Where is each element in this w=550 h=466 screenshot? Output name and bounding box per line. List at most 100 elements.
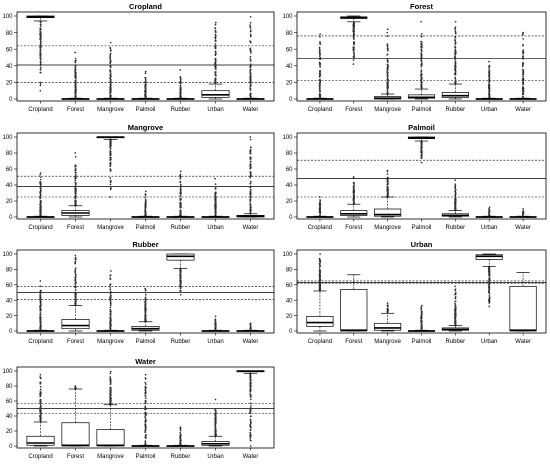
outlier-point: [109, 290, 112, 293]
outlier-point: [74, 191, 77, 194]
outlier-point: [39, 400, 42, 403]
outlier-point: [39, 376, 42, 379]
outlier-point: [249, 193, 252, 196]
outlier-point: [74, 69, 76, 72]
outlier-point: [40, 303, 42, 306]
y-tick-label: 20: [286, 199, 293, 205]
outlier-point: [522, 32, 524, 35]
outlier-point: [144, 387, 147, 390]
outlier-point: [420, 55, 423, 57]
outlier-point: [144, 423, 147, 425]
x-tick-label: Mangrove: [97, 107, 124, 113]
outlier-point: [179, 69, 182, 71]
outlier-point: [386, 170, 389, 173]
outlier-point: [386, 71, 389, 73]
outlier-point: [214, 203, 216, 206]
outlier-point: [386, 74, 389, 77]
outlier-point: [179, 427, 182, 430]
outlier-point: [144, 307, 147, 310]
x-tick-label: Mangrove: [97, 454, 124, 460]
outlier-point: [318, 76, 321, 78]
outlier-point: [39, 415, 42, 418]
outlier-point: [74, 79, 77, 82]
outlier-point: [454, 198, 457, 200]
panel-title: Urban: [411, 240, 433, 249]
outlier-point: [454, 185, 457, 187]
outlier-point: [144, 291, 147, 294]
outlier-point: [488, 72, 491, 75]
outlier-point: [144, 298, 147, 301]
outlier-point: [39, 57, 42, 60]
outlier-point: [250, 405, 252, 407]
outlier-point: [353, 33, 355, 35]
outlier-point: [249, 40, 251, 42]
outlier-point: [109, 370, 112, 373]
outlier-point: [110, 158, 112, 161]
outlier-point: [353, 42, 356, 45]
outlier-point: [179, 189, 182, 191]
box-urban: [475, 60, 503, 100]
box-water: [236, 370, 265, 447]
outlier-point: [74, 83, 77, 86]
outlier-point: [109, 303, 112, 305]
x-tick-label: Cropland: [28, 339, 52, 345]
box-palmoil: [407, 136, 436, 164]
outlier-point: [319, 199, 321, 201]
x-tick-label: Water: [243, 225, 259, 231]
outlier-point: [249, 21, 252, 24]
outlier-point: [319, 56, 322, 59]
panel-urban: Urban 0 20 40 60 80 100 Cropland Forest Mangrove P…: [282, 240, 547, 345]
outlier-point: [214, 430, 217, 432]
outlier-point: [352, 46, 355, 48]
outlier-point: [109, 41, 112, 44]
outlier-point: [179, 275, 181, 277]
outlier-point: [454, 289, 456, 292]
box-urban: [201, 315, 230, 332]
outlier-point: [39, 193, 42, 196]
outlier-point: [75, 77, 77, 80]
outlier-point: [39, 207, 42, 210]
y-tick-label: 20: [6, 199, 13, 205]
outlier-point: [488, 60, 490, 63]
outlier-point: [522, 44, 524, 46]
outlier-point: [454, 200, 457, 203]
x-tick-label: Rubber: [171, 454, 191, 460]
outlier-point: [420, 60, 423, 63]
outlier-point: [144, 436, 147, 439]
outlier-point: [249, 172, 252, 174]
outlier-point: [386, 28, 389, 31]
box-forest: [61, 152, 90, 218]
outlier-point: [109, 82, 112, 84]
outlier-point: [179, 93, 182, 96]
outlier-point: [179, 91, 182, 93]
outlier-point: [144, 317, 147, 320]
outlier-point: [39, 47, 42, 49]
box-palmoil: [131, 70, 160, 100]
y-tick-label: 40: [6, 64, 13, 70]
outlier-point: [249, 81, 252, 83]
outlier-point: [74, 293, 77, 295]
outlier-point: [250, 426, 252, 429]
outlier-point: [249, 393, 251, 395]
outlier-point: [144, 305, 146, 308]
box-forest: [61, 51, 90, 100]
iqr-box: [26, 435, 55, 446]
outlier-point: [249, 173, 252, 176]
outlier-point: [249, 163, 252, 165]
outlier-point: [454, 317, 457, 320]
outlier-point: [454, 27, 456, 30]
outlier-point: [74, 303, 77, 306]
y-tick-label: 40: [286, 64, 293, 70]
outlier-point: [454, 314, 456, 316]
outlier-point: [214, 73, 216, 76]
outlier-point: [352, 36, 355, 38]
y-tick-label: 0: [289, 329, 293, 335]
x-tick-label: Palmoil: [136, 225, 156, 231]
outlier-point: [454, 195, 457, 197]
iqr-box: [407, 94, 436, 99]
outlier-point: [144, 90, 147, 93]
outlier-point: [386, 69, 389, 71]
outlier-point: [39, 176, 42, 179]
outlier-point: [249, 55, 252, 58]
outlier-point: [522, 49, 525, 52]
